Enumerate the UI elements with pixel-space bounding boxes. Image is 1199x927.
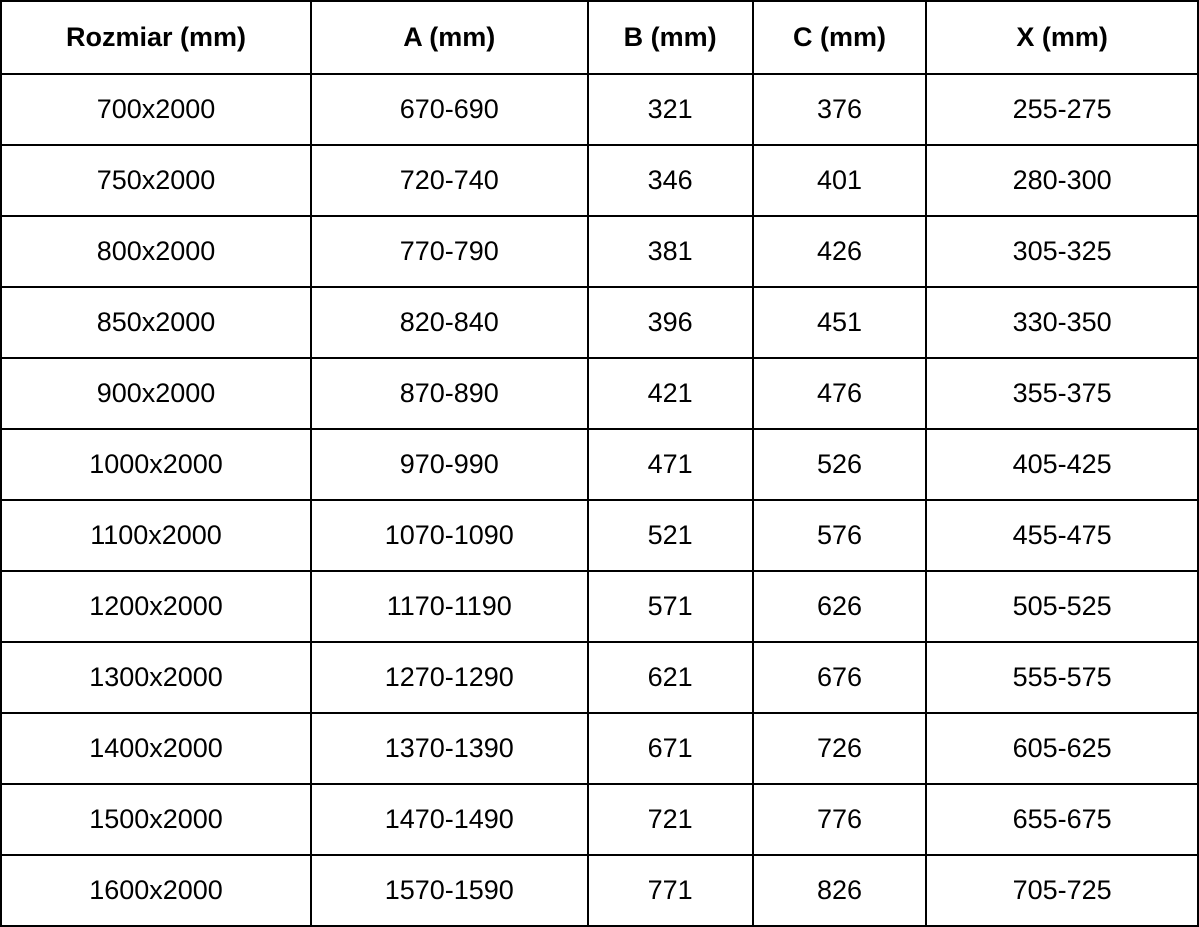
- column-header-x: X (mm): [925, 0, 1199, 75]
- cell-b: 471: [586, 428, 754, 501]
- table-row: 750x2000 720-740 346 401 280-300: [0, 144, 1199, 217]
- cell-c: 451: [751, 286, 928, 359]
- cell-x: 605-625: [925, 712, 1199, 785]
- cell-c: 826: [751, 854, 928, 927]
- cell-x: 255-275: [925, 73, 1199, 146]
- cell-rozmiar: 1600x2000: [0, 854, 313, 927]
- table-row: 900x2000 870-890 421 476 355-375: [0, 357, 1199, 430]
- cell-b: 381: [586, 215, 754, 288]
- cell-rozmiar: 800x2000: [0, 215, 313, 288]
- cell-c: 726: [751, 712, 928, 785]
- cell-c: 401: [751, 144, 928, 217]
- cell-rozmiar: 750x2000: [0, 144, 313, 217]
- cell-a: 1370-1390: [310, 712, 589, 785]
- cell-x: 505-525: [925, 570, 1199, 643]
- cell-rozmiar: 1400x2000: [0, 712, 313, 785]
- cell-x: 405-425: [925, 428, 1199, 501]
- cell-a: 1270-1290: [310, 641, 589, 714]
- cell-c: 576: [751, 499, 928, 572]
- cell-rozmiar: 1500x2000: [0, 783, 313, 856]
- cell-a: 870-890: [310, 357, 589, 430]
- table-row: 1200x2000 1170-1190 571 626 505-525: [0, 570, 1199, 643]
- cell-x: 330-350: [925, 286, 1199, 359]
- table-row: 1300x2000 1270-1290 621 676 555-575: [0, 641, 1199, 714]
- cell-rozmiar: 900x2000: [0, 357, 313, 430]
- cell-rozmiar: 1200x2000: [0, 570, 313, 643]
- table-body: 700x2000 670-690 321 376 255-275 750x2000 720-…: [0, 73, 1199, 927]
- cell-a: 820-840: [310, 286, 589, 359]
- cell-a: 1170-1190: [310, 570, 589, 643]
- header-row: Rozmiar (mm) A (mm) B (mm) C (mm) X (mm): [0, 0, 1199, 75]
- table-row: 1500x2000 1470-1490 721 776 655-675: [0, 783, 1199, 856]
- cell-b: 621: [586, 641, 754, 714]
- cell-b: 571: [586, 570, 754, 643]
- cell-b: 346: [586, 144, 754, 217]
- cell-a: 770-790: [310, 215, 589, 288]
- cell-c: 376: [751, 73, 928, 146]
- cell-a: 970-990: [310, 428, 589, 501]
- column-header-rozmiar: Rozmiar (mm): [0, 0, 313, 75]
- cell-x: 555-575: [925, 641, 1199, 714]
- column-header-c: C (mm): [751, 0, 928, 75]
- cell-a: 1470-1490: [310, 783, 589, 856]
- cell-c: 626: [751, 570, 928, 643]
- cell-b: 396: [586, 286, 754, 359]
- cell-x: 705-725: [925, 854, 1199, 927]
- cell-b: 321: [586, 73, 754, 146]
- cell-x: 355-375: [925, 357, 1199, 430]
- cell-a: 720-740: [310, 144, 589, 217]
- cell-x: 280-300: [925, 144, 1199, 217]
- cell-b: 671: [586, 712, 754, 785]
- cell-b: 421: [586, 357, 754, 430]
- cell-a: 670-690: [310, 73, 589, 146]
- cell-x: 455-475: [925, 499, 1199, 572]
- cell-x: 655-675: [925, 783, 1199, 856]
- table-row: 700x2000 670-690 321 376 255-275: [0, 73, 1199, 146]
- cell-x: 305-325: [925, 215, 1199, 288]
- cell-c: 476: [751, 357, 928, 430]
- cell-c: 776: [751, 783, 928, 856]
- cell-rozmiar: 1100x2000: [0, 499, 313, 572]
- cell-rozmiar: 1000x2000: [0, 428, 313, 501]
- cell-a: 1570-1590: [310, 854, 589, 927]
- cell-c: 526: [751, 428, 928, 501]
- table-row: 1100x2000 1070-1090 521 576 455-475: [0, 499, 1199, 572]
- cell-b: 521: [586, 499, 754, 572]
- table-row: 1400x2000 1370-1390 671 726 605-625: [0, 712, 1199, 785]
- cell-rozmiar: 850x2000: [0, 286, 313, 359]
- cell-c: 676: [751, 641, 928, 714]
- table-row: 800x2000 770-790 381 426 305-325: [0, 215, 1199, 288]
- cell-c: 426: [751, 215, 928, 288]
- column-header-b: B (mm): [586, 0, 754, 75]
- table-row: 850x2000 820-840 396 451 330-350: [0, 286, 1199, 359]
- cell-a: 1070-1090: [310, 499, 589, 572]
- cell-b: 721: [586, 783, 754, 856]
- cell-rozmiar: 1300x2000: [0, 641, 313, 714]
- cell-rozmiar: 700x2000: [0, 73, 313, 146]
- cell-b: 771: [586, 854, 754, 927]
- column-header-a: A (mm): [310, 0, 589, 75]
- table-row: 1000x2000 970-990 471 526 405-425: [0, 428, 1199, 501]
- table-row: 1600x2000 1570-1590 771 826 705-725: [0, 854, 1199, 927]
